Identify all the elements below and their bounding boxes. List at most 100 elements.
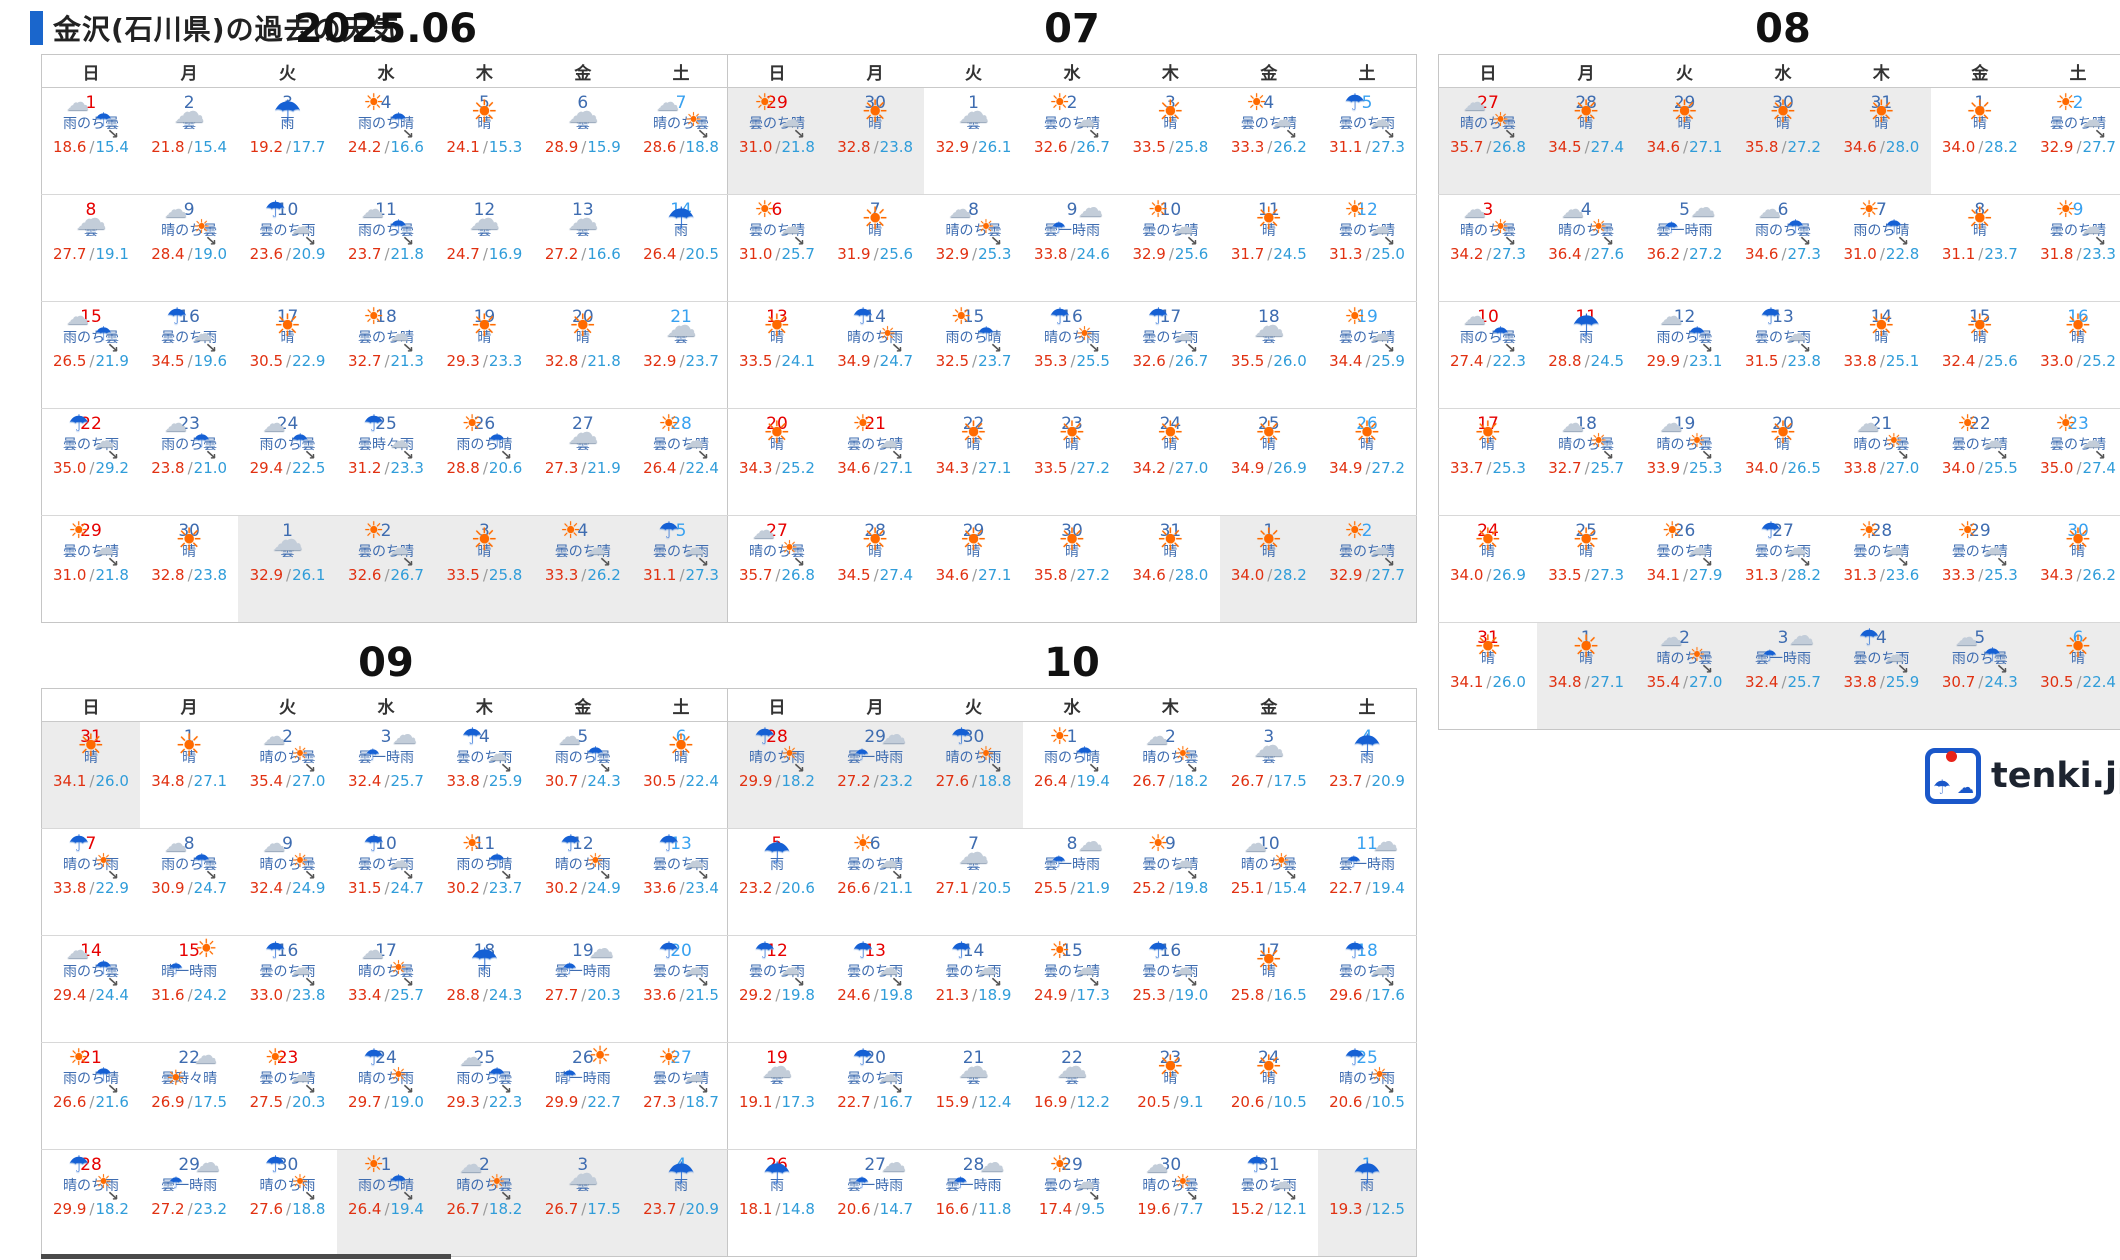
day-cell-10-23[interactable]: 23 ☀ 晴 20.5/9.1 <box>1121 1042 1220 1150</box>
day-cell-09-31[interactable]: 31 ☀ 晴 34.1/26.0 <box>41 721 140 829</box>
day-cell-06-1[interactable]: 1 ☂ → ☁ 雨のち曇 18.6/15.4 <box>41 87 140 195</box>
day-cell-06-10[interactable]: 10 ☁ → ☂ 曇のち雨 23.6/20.9 <box>238 194 337 302</box>
day-cell-06-15[interactable]: 15 ☂ → ☁ 雨のち曇 26.5/21.9 <box>41 301 140 409</box>
tenki-jp-logo[interactable]: ☂ ☁ tenki.jp <box>1925 748 2120 804</box>
day-cell-06-17[interactable]: 17 ☀ 晴 30.5/22.9 <box>238 301 337 409</box>
day-cell-07-16[interactable]: 16 ☀ → ☂ 晴のち雨 35.3/25.5 <box>1022 301 1122 409</box>
day-cell-07-30[interactable]: 30 ☀ 晴 32.8/23.8 <box>825 87 925 195</box>
day-cell-10-17[interactable]: 17 ☀ 晴 25.8/16.5 <box>1219 935 1319 1043</box>
day-cell-06-21[interactable]: 21 ☁ 曇 32.9/23.7 <box>632 301 731 409</box>
day-cell-10-29[interactable]: 29 ☁ ☂ 曇一時雨 27.2/23.2 <box>825 721 925 829</box>
day-cell-06-4[interactable]: 4 ☂ → ☀ 雨のち晴 24.2/16.6 <box>336 87 436 195</box>
day-cell-09-22[interactable]: 22 ☀ ☁ 曇時々晴 26.9/17.5 <box>139 1042 239 1150</box>
day-cell-10-14[interactable]: 14 ☁ → ☂ 曇のち雨 21.3/18.9 <box>924 935 1023 1043</box>
day-cell-08-18[interactable]: 18 ☀ → ☁ 晴のち曇 32.7/25.7 <box>1536 408 1636 516</box>
day-cell-08-24[interactable]: 24 ☀ 晴 34.0/26.9 <box>1438 515 1537 623</box>
day-cell-06-24[interactable]: 24 ☂ → ☁ 雨のち曇 29.4/22.5 <box>238 408 337 516</box>
day-cell-07-11[interactable]: 11 ☀ 晴 31.7/24.5 <box>1219 194 1319 302</box>
day-cell-08-9[interactable]: 9 ☁ → ☀ 曇のち晴 31.8/23.3 <box>2029 194 2120 302</box>
day-cell-08-2[interactable]: 2 ☁ → ☀ 曇のち晴 32.9/27.7 <box>2029 87 2120 195</box>
day-cell-08-1[interactable]: 1 ☀ 晴 34.8/27.1 <box>1536 622 1636 730</box>
day-cell-07-8[interactable]: 8 ☀ → ☁ 晴のち曇 32.9/25.3 <box>924 194 1023 302</box>
day-cell-08-10[interactable]: 10 ☂ → ☁ 雨のち曇 27.4/22.3 <box>1438 301 1537 409</box>
day-cell-07-31[interactable]: 31 ☀ 晴 34.6/28.0 <box>1121 515 1220 623</box>
day-cell-10-5[interactable]: 5 ☂ 雨 23.2/20.6 <box>727 828 826 936</box>
day-cell-09-25[interactable]: 25 ☂ → ☁ 雨のち曇 29.3/22.3 <box>435 1042 534 1150</box>
day-cell-10-7[interactable]: 7 ☁ 曇 27.1/20.5 <box>924 828 1023 936</box>
day-cell-08-27[interactable]: 27 ☀ → ☁ 晴のち曇 35.7/26.8 <box>1438 87 1537 195</box>
day-cell-09-1[interactable]: 1 ☀ 晴 34.8/27.1 <box>139 721 239 829</box>
day-cell-08-4[interactable]: 4 ☀ → ☁ 晴のち曇 36.4/27.6 <box>1536 194 1636 302</box>
day-cell-07-22[interactable]: 22 ☀ 晴 34.3/27.1 <box>924 408 1023 516</box>
day-cell-06-7[interactable]: 7 ☀ → ☁ 晴のち曇 28.6/18.8 <box>632 87 731 195</box>
day-cell-10-12[interactable]: 12 ☁ → ☂ 曇のち雨 29.2/19.8 <box>727 935 826 1043</box>
day-cell-10-31[interactable]: 31 ☁ → ☂ 曇のち雨 15.2/12.1 <box>1219 1149 1319 1257</box>
day-cell-09-30[interactable]: 30 ☀ → ☂ 晴のち雨 27.6/18.8 <box>238 1149 337 1257</box>
day-cell-06-16[interactable]: 16 ☁ → ☂ 曇のち雨 34.5/19.6 <box>139 301 239 409</box>
day-cell-09-3[interactable]: 3 ☁ 曇 26.7/17.5 <box>533 1149 633 1257</box>
day-cell-08-6[interactable]: 6 ☂ → ☁ 雨のち曇 34.6/27.3 <box>1733 194 1833 302</box>
day-cell-10-11[interactable]: 11 ☁ ☂ 曇一時雨 22.7/19.4 <box>1318 828 1417 936</box>
day-cell-09-5[interactable]: 5 ☂ → ☁ 雨のち曇 30.7/24.3 <box>533 721 633 829</box>
day-cell-08-28[interactable]: 28 ☁ → ☀ 曇のち晴 31.3/23.6 <box>1832 515 1931 623</box>
day-cell-08-27[interactable]: 27 ☁ → ☂ 曇のち雨 31.3/28.2 <box>1733 515 1833 623</box>
day-cell-06-28[interactable]: 28 ☁ → ☀ 曇のち晴 26.4/22.4 <box>632 408 731 516</box>
day-cell-09-12[interactable]: 12 ☀ → ☂ 晴のち雨 30.2/24.9 <box>533 828 633 936</box>
day-cell-08-19[interactable]: 19 ☀ → ☁ 晴のち曇 33.9/25.3 <box>1635 408 1734 516</box>
day-cell-06-6[interactable]: 6 ☁ 曇 28.9/15.9 <box>533 87 633 195</box>
day-cell-07-29[interactable]: 29 ☀ 晴 34.6/27.1 <box>924 515 1023 623</box>
day-cell-08-16[interactable]: 16 ☀ 晴 33.0/25.2 <box>2029 301 2120 409</box>
day-cell-07-18[interactable]: 18 ☁ 曇 35.5/26.0 <box>1219 301 1319 409</box>
day-cell-10-29[interactable]: 29 ☁ → ☀ 曇のち晴 17.4/9.5 <box>1022 1149 1122 1257</box>
day-cell-08-8[interactable]: 8 ☀ 晴 31.1/23.7 <box>1930 194 2030 302</box>
day-cell-10-1[interactable]: 1 ☂ → ☀ 雨のち晴 26.4/19.4 <box>1022 721 1122 829</box>
day-cell-07-21[interactable]: 21 ☁ → ☀ 曇のち晴 34.6/27.1 <box>825 408 925 516</box>
day-cell-09-6[interactable]: 6 ☀ 晴 30.5/22.4 <box>632 721 731 829</box>
day-cell-06-12[interactable]: 12 ☁ 曇 24.7/16.9 <box>435 194 534 302</box>
day-cell-09-18[interactable]: 18 ☂ 雨 28.8/24.3 <box>435 935 534 1043</box>
day-cell-10-26[interactable]: 26 ☂ 雨 18.1/14.8 <box>727 1149 826 1257</box>
day-cell-09-13[interactable]: 13 ☁ → ☂ 曇のち雨 33.6/23.4 <box>632 828 731 936</box>
day-cell-06-20[interactable]: 20 ☀ 晴 32.8/21.8 <box>533 301 633 409</box>
day-cell-08-31[interactable]: 31 ☀ 晴 34.1/26.0 <box>1438 622 1537 730</box>
day-cell-08-25[interactable]: 25 ☀ 晴 33.5/27.3 <box>1536 515 1636 623</box>
day-cell-08-29[interactable]: 29 ☀ 晴 34.6/27.1 <box>1635 87 1734 195</box>
day-cell-10-18[interactable]: 18 ☁ → ☂ 曇のち雨 29.6/17.6 <box>1318 935 1417 1043</box>
day-cell-09-16[interactable]: 16 ☁ → ☂ 曇のち雨 33.0/23.8 <box>238 935 337 1043</box>
day-cell-09-4[interactable]: 4 ☁ → ☂ 曇のち雨 33.8/25.9 <box>435 721 534 829</box>
day-cell-07-30[interactable]: 30 ☀ 晴 35.8/27.2 <box>1022 515 1122 623</box>
day-cell-08-1[interactable]: 1 ☀ 晴 34.0/28.2 <box>1930 87 2030 195</box>
day-cell-10-27[interactable]: 27 ☁ ☂ 曇一時雨 20.6/14.7 <box>825 1149 925 1257</box>
day-cell-06-5[interactable]: 5 ☀ 晴 24.1/15.3 <box>435 87 534 195</box>
day-cell-07-10[interactable]: 10 ☁ → ☀ 曇のち晴 32.9/25.6 <box>1121 194 1220 302</box>
day-cell-06-2[interactable]: 2 ☁ → ☀ 曇のち晴 32.6/26.7 <box>336 515 436 623</box>
day-cell-08-22[interactable]: 22 ☁ → ☀ 曇のち晴 34.0/25.5 <box>1930 408 2030 516</box>
day-cell-08-3[interactable]: 3 ☀ → ☁ 晴のち曇 34.2/27.3 <box>1438 194 1537 302</box>
day-cell-08-5[interactable]: 5 ☂ → ☁ 雨のち曇 30.7/24.3 <box>1930 622 2030 730</box>
day-cell-09-21[interactable]: 21 ☂ → ☀ 雨のち晴 26.6/21.6 <box>41 1042 140 1150</box>
day-cell-08-29[interactable]: 29 ☁ → ☀ 曇のち晴 33.3/25.3 <box>1930 515 2030 623</box>
day-cell-09-17[interactable]: 17 ☀ → ☁ 晴のち曇 33.4/25.7 <box>336 935 436 1043</box>
day-cell-09-14[interactable]: 14 ☂ → ☁ 雨のち曇 29.4/24.4 <box>41 935 140 1043</box>
day-cell-06-3[interactable]: 3 ☂ 雨 19.2/17.7 <box>238 87 337 195</box>
day-cell-08-26[interactable]: 26 ☁ → ☀ 曇のち晴 34.1/27.9 <box>1635 515 1734 623</box>
day-cell-06-14[interactable]: 14 ☂ 雨 26.4/20.5 <box>632 194 731 302</box>
day-cell-09-7[interactable]: 7 ☀ → ☂ 晴のち雨 33.8/22.9 <box>41 828 140 936</box>
day-cell-06-3[interactable]: 3 ☀ 晴 33.5/25.8 <box>435 515 534 623</box>
day-cell-08-2[interactable]: 2 ☀ → ☁ 晴のち曇 35.4/27.0 <box>1635 622 1734 730</box>
day-cell-07-2[interactable]: 2 ☁ → ☀ 曇のち晴 32.6/26.7 <box>1022 87 1122 195</box>
day-cell-07-2[interactable]: 2 ☁ → ☀ 曇のち晴 32.9/27.7 <box>1318 515 1417 623</box>
day-cell-06-19[interactable]: 19 ☀ 晴 29.3/23.3 <box>435 301 534 409</box>
day-cell-10-3[interactable]: 3 ☁ 曇 26.7/17.5 <box>1219 721 1319 829</box>
day-cell-07-17[interactable]: 17 ☁ → ☂ 曇のち雨 32.6/26.7 <box>1121 301 1220 409</box>
day-cell-07-12[interactable]: 12 ☁ → ☀ 曇のち晴 31.3/25.0 <box>1318 194 1417 302</box>
day-cell-08-5[interactable]: 5 ☁ ☂ 曇一時雨 36.2/27.2 <box>1635 194 1734 302</box>
day-cell-10-9[interactable]: 9 ☁ → ☀ 曇のち晴 25.2/19.8 <box>1121 828 1220 936</box>
day-cell-08-7[interactable]: 7 ☂ → ☀ 雨のち晴 31.0/22.8 <box>1832 194 1931 302</box>
day-cell-09-1[interactable]: 1 ☂ → ☀ 雨のち晴 26.4/19.4 <box>336 1149 436 1257</box>
day-cell-06-2[interactable]: 2 ☁ 曇 21.8/15.4 <box>139 87 239 195</box>
day-cell-07-27[interactable]: 27 ☀ → ☁ 晴のち曇 35.7/26.8 <box>727 515 826 623</box>
day-cell-09-27[interactable]: 27 ☁ → ☀ 曇のち晴 27.3/18.7 <box>632 1042 731 1150</box>
day-cell-10-24[interactable]: 24 ☀ 晴 20.6/10.5 <box>1219 1042 1319 1150</box>
day-cell-09-15[interactable]: 15 ☀ ☂ 晴一時雨 31.6/24.2 <box>139 935 239 1043</box>
